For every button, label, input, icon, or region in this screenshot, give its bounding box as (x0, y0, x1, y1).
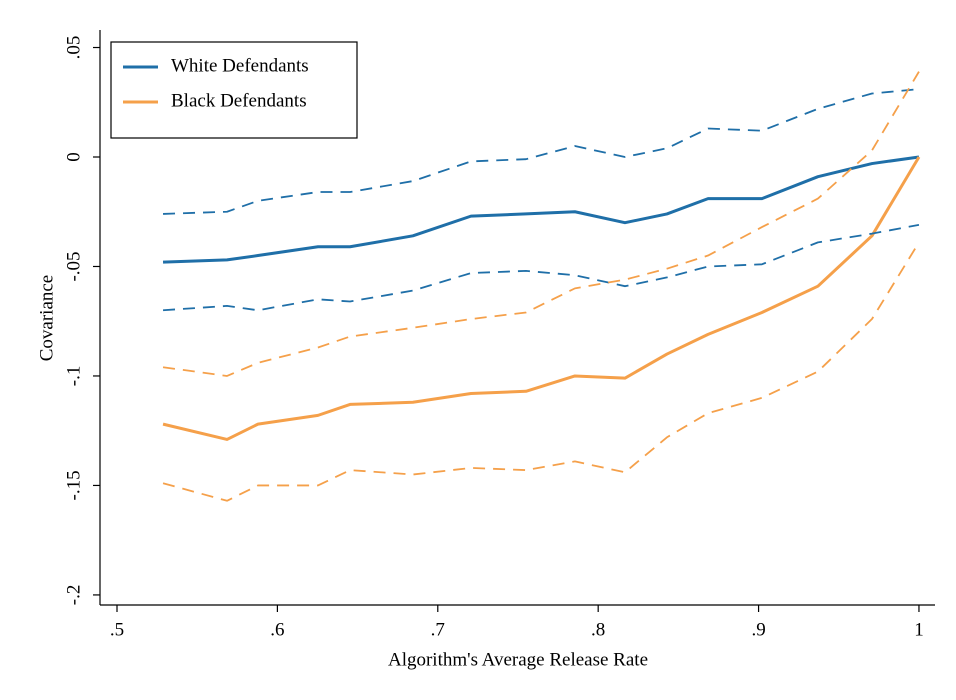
legend-label: Black Defendants (171, 90, 307, 111)
line-ci (163, 88, 920, 215)
line-series (162, 156, 921, 441)
y-tick-label: -.05 (63, 251, 84, 281)
x-tick-label: .9 (751, 619, 765, 640)
line-ci (162, 223, 920, 312)
x-tick-label: .5 (110, 619, 124, 640)
x-axis-label: Algorithm's Average Release Rate (388, 649, 648, 670)
x-tick-label: .7 (431, 619, 445, 640)
y-tick-label: .05 (63, 36, 84, 60)
line-ci (162, 241, 920, 502)
y-tick-label: -.2 (63, 585, 84, 606)
x-tick-label: .8 (591, 619, 605, 640)
line-series (162, 155, 920, 264)
legend-box (110, 41, 358, 139)
line-ci (162, 71, 920, 377)
x-tick-label: 1 (914, 619, 924, 640)
x-tick-label: .6 (270, 619, 284, 640)
y-tick-label: -.1 (63, 366, 84, 387)
y-tick-label: -.15 (63, 470, 84, 500)
y-axis-label: Covariance (36, 275, 57, 362)
legend-label: White Defendants (171, 55, 309, 76)
y-tick-label: 0 (63, 152, 84, 162)
